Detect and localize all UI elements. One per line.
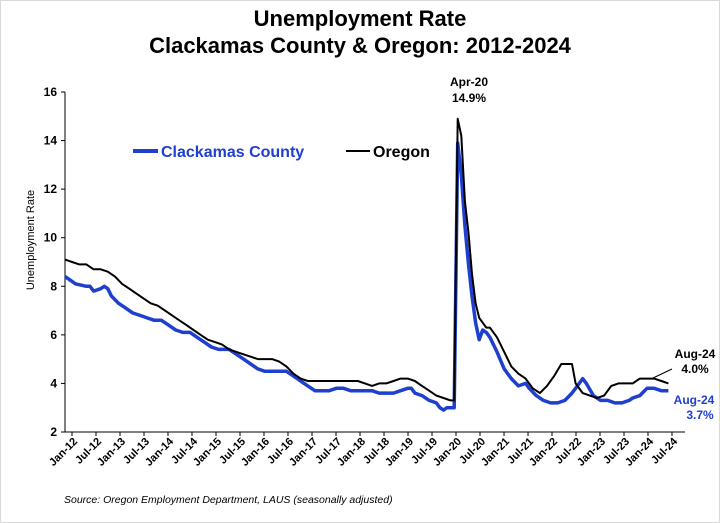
annotation-peak: Apr-20 14.9% (450, 75, 488, 105)
series-line-oregon (64, 117, 669, 402)
chart-subtitle: Clackamas County & Oregon: 2012-2024 (149, 33, 571, 58)
annotation-clackamas-date: Aug-24 (674, 393, 715, 407)
y-tick-label: 4 (50, 376, 57, 390)
legend-label-oregon: Oregon (373, 144, 430, 161)
annotation-clackamas-end: Aug-24 3.7% (674, 393, 715, 422)
y-tick-label: 8 (50, 279, 57, 293)
annotation-peak-date: Apr-20 (450, 75, 488, 89)
y-tick-label: 14 (44, 134, 58, 148)
y-tick-label: 10 (44, 231, 58, 245)
y-tick-label: 6 (50, 328, 57, 342)
series-lines (64, 117, 669, 412)
annotation-peak-value: 14.9% (452, 91, 486, 105)
y-tick-label: 12 (44, 182, 58, 196)
annotation-oregon-leader (652, 368, 673, 379)
annotation-oregon-date: Aug-24 (675, 347, 716, 361)
y-tick-labels: 2 4 6 8 10 12 14 16 (44, 85, 65, 439)
chart-title: Unemployment Rate (253, 6, 467, 31)
x-tick-label: Jan-12 (47, 436, 80, 469)
y-axis-label: Unemployment Rate (25, 190, 37, 290)
legend-label-clackamas: Clackamas County (161, 144, 304, 161)
x-tick-label: Jul-24 (649, 435, 681, 467)
x-tick-labels: Jan-12Jul-12Jan-13Jul-13Jan-14Jul-14Jan-… (47, 432, 681, 469)
legend: Clackamas County Oregon (133, 144, 430, 161)
y-tick-label: 16 (44, 85, 58, 99)
annotation-clackamas-value: 3.7% (686, 408, 714, 422)
source-note: Source: Oregon Employment Department, LA… (64, 494, 393, 506)
series-line-clackamas (64, 141, 669, 412)
y-tick-label: 2 (50, 425, 57, 439)
annotation-oregon-value: 4.0% (681, 362, 709, 376)
annotation-oregon-end: Aug-24 4.0% (652, 347, 716, 379)
